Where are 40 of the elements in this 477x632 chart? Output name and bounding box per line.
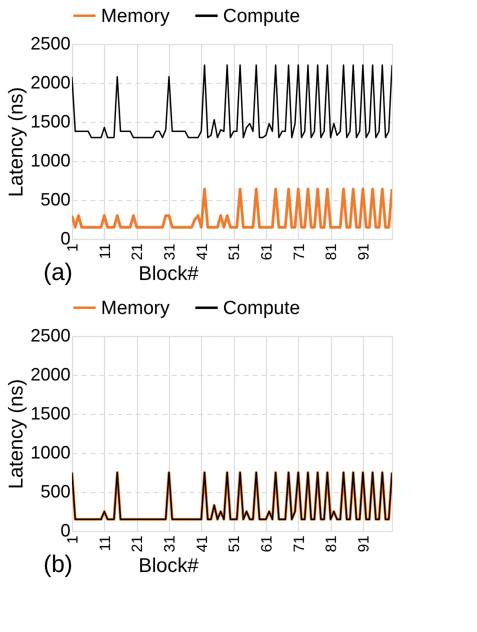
x-tick-label: 91	[355, 536, 372, 552]
x-tick-label: 1	[64, 536, 82, 544]
x-tick-label: 71	[290, 244, 308, 260]
legend-label: Memory	[101, 298, 170, 319]
y-tick-label: 2500	[30, 326, 70, 346]
y-tick-label: 500	[40, 190, 70, 210]
text: (a)	[43, 259, 73, 286]
y-tick-label: 2000	[30, 72, 70, 92]
x-tick-label: 91	[355, 244, 372, 260]
y-axis-title: Latency (ns)	[5, 378, 28, 490]
x-tick-label: 31	[161, 244, 178, 260]
x-tick-label: 1	[64, 244, 82, 252]
legend-label: Compute	[223, 298, 300, 319]
y-tick-label: 1000	[30, 150, 70, 170]
x-tick-label: 21	[129, 244, 146, 260]
x-tick-label: 31	[161, 536, 178, 552]
legend-label: Compute	[223, 6, 300, 27]
x-tick-label: 61	[258, 536, 276, 552]
x-tick-label: 51	[226, 244, 244, 260]
y-tick-label: 500	[40, 482, 70, 502]
x-tick-label: 41	[194, 536, 211, 552]
legend-label: Memory	[101, 6, 170, 27]
text: (b)	[43, 551, 73, 578]
x-tick-label: 51	[226, 536, 244, 552]
x-axis-title: Block#	[138, 263, 200, 286]
y-tick-label: 1500	[30, 404, 70, 424]
x-axis-title: Block#	[138, 555, 200, 578]
x-tick-label: 71	[290, 536, 308, 552]
x-tick-label: 81	[323, 244, 340, 260]
y-tick-label: 1000	[30, 442, 70, 462]
x-tick-label: 21	[129, 536, 146, 552]
y-tick-label: 1500	[30, 112, 70, 132]
y-tick-label: 2500	[30, 34, 70, 54]
y-axis-title: Latency (ns)	[5, 86, 28, 198]
x-tick-label: 11	[96, 536, 114, 552]
y-tick-label: 2000	[30, 364, 70, 384]
x-tick-label: 81	[323, 536, 340, 552]
x-tick-label: 41	[194, 244, 211, 260]
x-tick-label: 61	[258, 244, 276, 260]
x-tick-label: 11	[96, 244, 114, 260]
